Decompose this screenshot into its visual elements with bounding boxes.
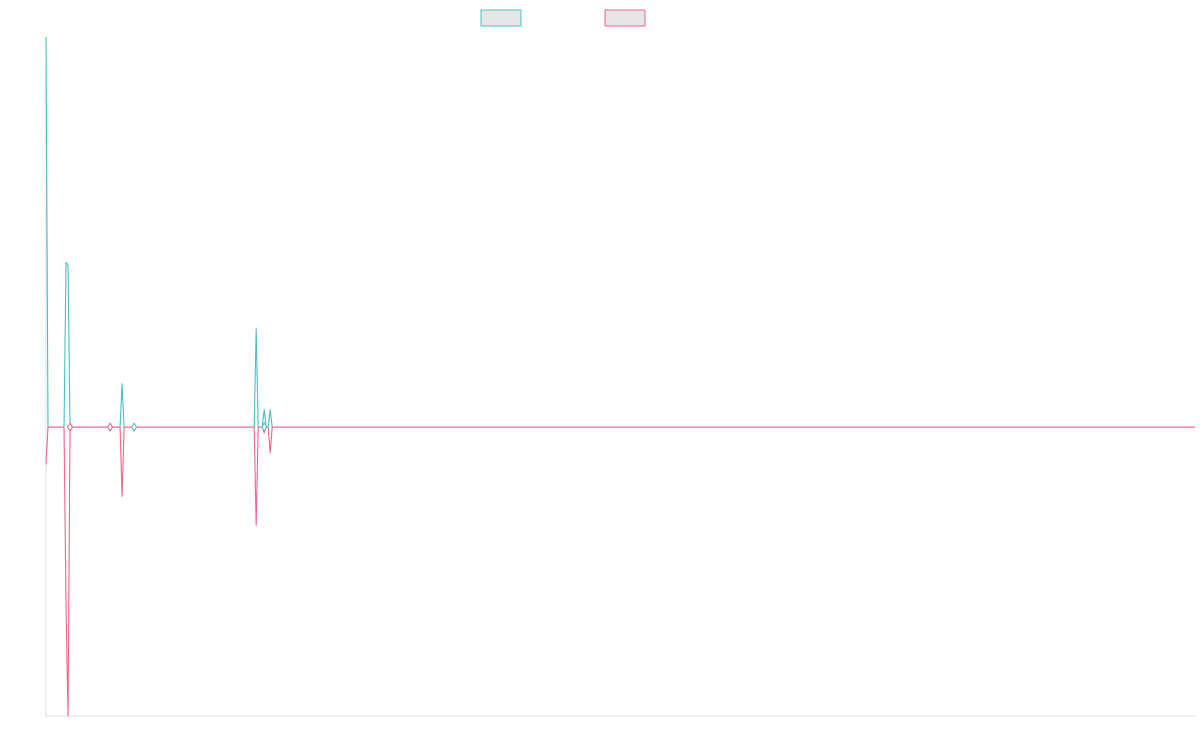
data-point-marker xyxy=(106,422,114,433)
legend-swatch-1 xyxy=(480,9,522,27)
legend[interactable] xyxy=(480,9,646,27)
marker-layer xyxy=(66,422,268,433)
legend-swatch-2 xyxy=(604,9,646,27)
legend-item-2[interactable] xyxy=(604,9,646,27)
data-point-marker xyxy=(261,422,268,433)
data-point-marker xyxy=(66,422,74,433)
series-1-line xyxy=(45,36,1195,428)
data-point-marker xyxy=(130,422,138,433)
series-2-line xyxy=(45,426,1195,717)
series-layer xyxy=(45,36,1195,717)
legend-item-1[interactable] xyxy=(480,9,522,27)
plot-area xyxy=(45,36,1195,717)
